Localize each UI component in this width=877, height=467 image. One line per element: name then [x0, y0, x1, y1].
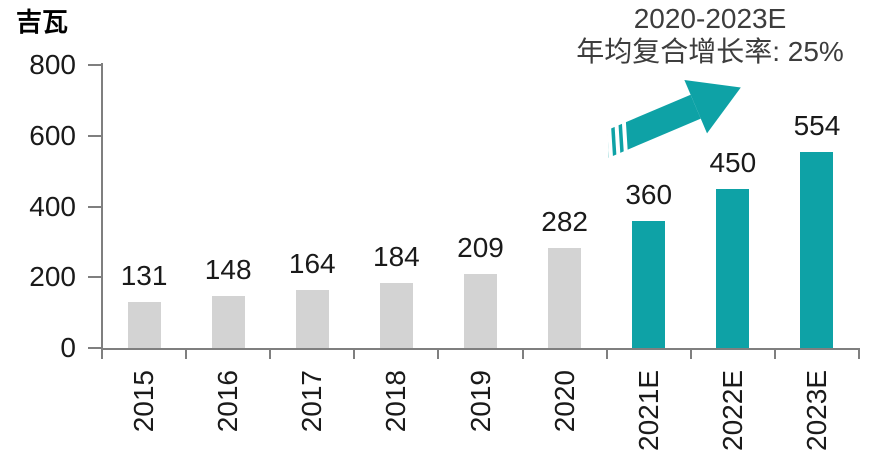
y-axis-tick-label: 200 — [29, 261, 76, 293]
bar-2015 — [127, 301, 161, 348]
y-axis-tick-label: 0 — [60, 332, 76, 363]
bar-2017 — [295, 289, 329, 348]
growth-arrow-icon — [606, 79, 741, 162]
arrow-shaft — [607, 94, 701, 158]
y-axis-line — [101, 63, 103, 350]
y-axis-tick — [88, 64, 101, 66]
bar-2023E — [800, 152, 834, 348]
y-axis-tick — [88, 347, 101, 349]
bar-value-label: 148 — [204, 253, 252, 285]
y-axis-tick — [88, 205, 101, 208]
arrow-head — [684, 79, 741, 134]
bar-value-label: 554 — [793, 110, 841, 142]
bar-2021E — [632, 220, 666, 348]
x-axis-tick — [858, 350, 860, 359]
y-axis-unit-label: 吉瓦 — [16, 7, 69, 37]
bar-value-label: 450 — [709, 146, 757, 178]
annotation-period: 2020-2023E — [633, 3, 787, 34]
x-axis-category-label: 2023E — [800, 370, 832, 451]
y-axis-tick — [88, 134, 101, 137]
bar-2019 — [464, 274, 497, 348]
bar-value-label: 131 — [120, 259, 168, 291]
bar-value-label: 184 — [373, 240, 420, 272]
x-axis-tick — [353, 350, 356, 359]
bar-value-label: 282 — [541, 206, 588, 238]
cagr-annotation: 2020-2023E 年均复合增长率: 25% — [543, 2, 877, 68]
x-axis-tick — [437, 350, 440, 359]
bar-value-label: 164 — [288, 247, 336, 279]
y-axis-tick-label: 600 — [29, 119, 76, 151]
x-axis-category-label: 2015 — [128, 370, 160, 433]
x-axis-tick — [269, 350, 272, 359]
bar-value-label: 360 — [625, 178, 673, 210]
bar-2022E — [716, 188, 750, 348]
x-axis-line — [101, 348, 860, 350]
x-axis-category-label: 2020 — [548, 370, 580, 433]
x-axis-category-label: 2016 — [212, 370, 244, 433]
y-axis-tick — [88, 276, 101, 279]
x-axis-category-label: 2017 — [296, 370, 328, 433]
x-axis-category-label: 2021E — [632, 370, 664, 451]
bar-value-label: 209 — [457, 232, 504, 264]
x-axis-category-label: 2018 — [380, 370, 412, 433]
x-axis-category-label: 2022E — [716, 370, 748, 451]
x-axis-tick — [101, 350, 103, 359]
bar-2018 — [379, 282, 413, 348]
x-axis-tick — [185, 350, 188, 359]
x-axis-tick — [605, 350, 608, 359]
x-axis-category-label: 2019 — [464, 370, 496, 433]
annotation-cagr-value: 年均复合增长率: 25% — [576, 36, 844, 68]
x-axis-tick — [773, 350, 776, 359]
x-axis-tick — [521, 350, 524, 359]
x-axis-tick — [689, 350, 692, 359]
bar-2020 — [548, 248, 582, 348]
bar-2016 — [211, 295, 245, 348]
y-axis-tick-label: 400 — [29, 190, 76, 222]
y-axis-tick-label: 800 — [29, 49, 76, 80]
